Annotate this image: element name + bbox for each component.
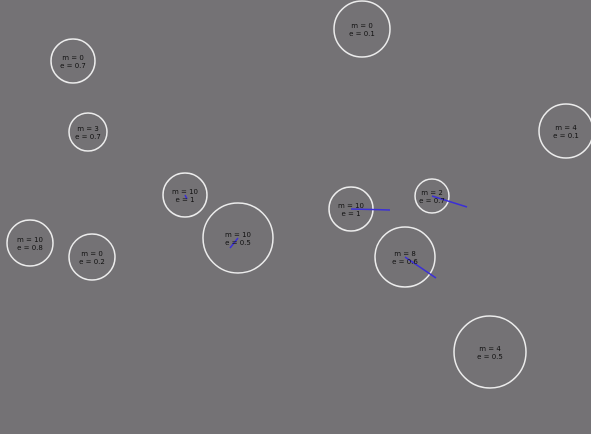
mass-label: m = 0 [62,54,84,62]
particle: m = 3e = 0.7 [68,112,108,152]
particle-ring [162,172,208,218]
particle-ring [333,0,391,58]
velocity-vector [350,208,391,211]
particle: m = 4e = 0.1 [538,103,591,159]
mass-label: m = 2 [421,189,443,197]
velocity-vector [404,256,437,279]
mass-label: m = 10 [225,231,251,239]
particle: m = 8e = 0.6 [374,226,437,288]
elasticity-label: e = 0.7 [60,62,86,70]
particle-ring [202,202,274,274]
particle: m = 2e = 0.7 [414,178,468,214]
elasticity-label: e = 0.1 [553,132,579,140]
particle-ring [374,226,436,288]
particle: m = 4e = 0.5 [453,315,527,389]
elasticity-label: e = 0.5 [477,353,503,361]
particle-ring [453,315,527,389]
mass-label: m = 0 [81,250,103,258]
mass-label: m = 10 [17,236,43,244]
elasticity-label: e = 0.6 [392,258,418,266]
elasticity-label: e = 0.8 [17,244,43,252]
particle: m = 10e = 0.5 [202,202,274,274]
mass-label: m = 3 [77,125,99,133]
particle: m = 10e = 1 [162,172,208,218]
elasticity-label: e = 1 [175,196,194,204]
mass-label: m = 10 [338,202,364,210]
velocity-vector [184,194,188,200]
mass-label: m = 10 [172,188,198,196]
velocity-vector [229,237,239,249]
particle-ring [68,112,108,152]
elasticity-label: e = 0.5 [225,239,251,247]
particle-ring [414,178,450,214]
particle: m = 10e = 1 [328,186,391,232]
particle: m = 0e = 0.7 [50,38,96,84]
particle-ring [6,219,54,267]
elasticity-label: e = 0.1 [349,30,375,38]
particle-ring [68,233,116,281]
velocity-vector [431,195,468,208]
elasticity-label: e = 0.2 [79,258,105,266]
mass-label: m = 8 [394,250,416,258]
elasticity-label: e = 0.7 [419,197,445,205]
particle: m = 10e = 0.8 [6,219,54,267]
particle-ring [538,103,591,159]
mass-label: m = 0 [351,22,373,30]
mass-label: m = 4 [555,124,577,132]
particle: m = 0e = 0.1 [333,0,391,58]
mass-label: m = 4 [479,345,501,353]
elasticity-label: e = 0.7 [75,133,101,141]
elasticity-label: e = 1 [341,210,360,218]
particle-ring [50,38,96,84]
particle: m = 0e = 0.2 [68,233,116,281]
